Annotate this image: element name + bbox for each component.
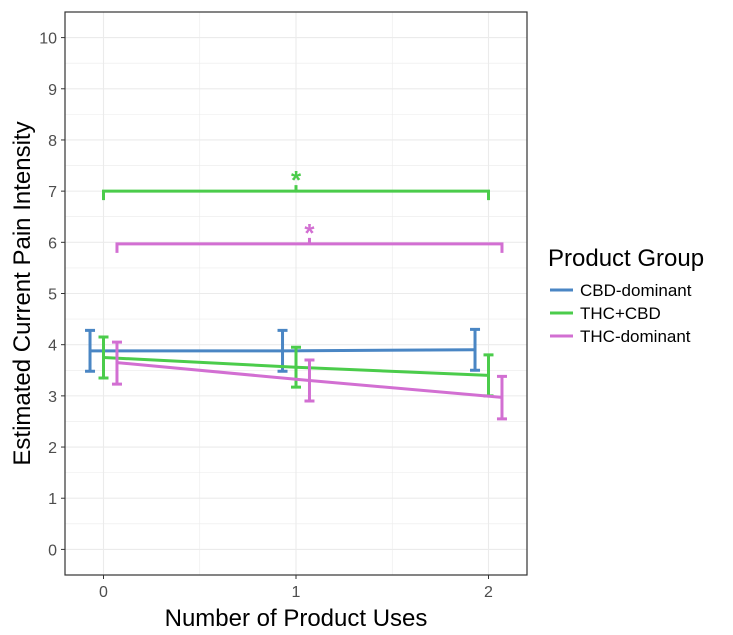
y-tick-label: 6 bbox=[48, 235, 57, 252]
y-tick-label: 0 bbox=[48, 542, 57, 559]
significance-star: * bbox=[304, 218, 315, 248]
x-tick-label: 1 bbox=[292, 584, 301, 601]
error-bar bbox=[111, 340, 122, 386]
axes: 0 1 2 3 4 5 6 7 8 9 10 0 1 2 bbox=[39, 31, 493, 601]
legend-label: THC-dominant bbox=[580, 327, 691, 346]
error-bar bbox=[496, 374, 507, 421]
y-tick-label: 2 bbox=[48, 440, 57, 457]
significance-brackets: ** bbox=[102, 165, 504, 253]
series-thc-dominant bbox=[111, 340, 507, 421]
x-tick-label: 2 bbox=[484, 584, 493, 601]
x-axis-title: Number of Product Uses bbox=[165, 605, 428, 632]
error-bar bbox=[470, 327, 481, 372]
series bbox=[85, 327, 507, 421]
error-bar bbox=[277, 328, 288, 373]
x-tick-label: 0 bbox=[99, 584, 108, 601]
series-cbd-dominant bbox=[85, 327, 481, 373]
y-tick-label: 9 bbox=[48, 82, 57, 99]
y-tick-label: 1 bbox=[48, 491, 57, 508]
legend-label: CBD-dominant bbox=[580, 281, 692, 300]
y-axis-title: Estimated Current Pain Intensity bbox=[9, 121, 36, 465]
y-tick-label: 8 bbox=[48, 133, 57, 150]
legend-title: Product Group bbox=[548, 245, 704, 272]
significance-star: * bbox=[291, 165, 302, 195]
y-tick-label: 7 bbox=[48, 184, 57, 201]
y-tick-label: 5 bbox=[48, 287, 57, 304]
legend: Product Group CBD-dominant THC+CBD THC-dom… bbox=[548, 245, 704, 346]
y-tick-label: 10 bbox=[39, 31, 57, 48]
error-bar bbox=[98, 335, 109, 380]
significance-bracket bbox=[102, 185, 490, 201]
error-bar bbox=[85, 328, 96, 373]
y-tick-label: 3 bbox=[48, 389, 57, 406]
y-tick-label: 4 bbox=[48, 338, 57, 355]
significance-bracket bbox=[115, 237, 504, 253]
legend-label: THC+CBD bbox=[580, 304, 661, 323]
grid-lines bbox=[65, 11, 527, 576]
error-bar bbox=[304, 358, 315, 403]
